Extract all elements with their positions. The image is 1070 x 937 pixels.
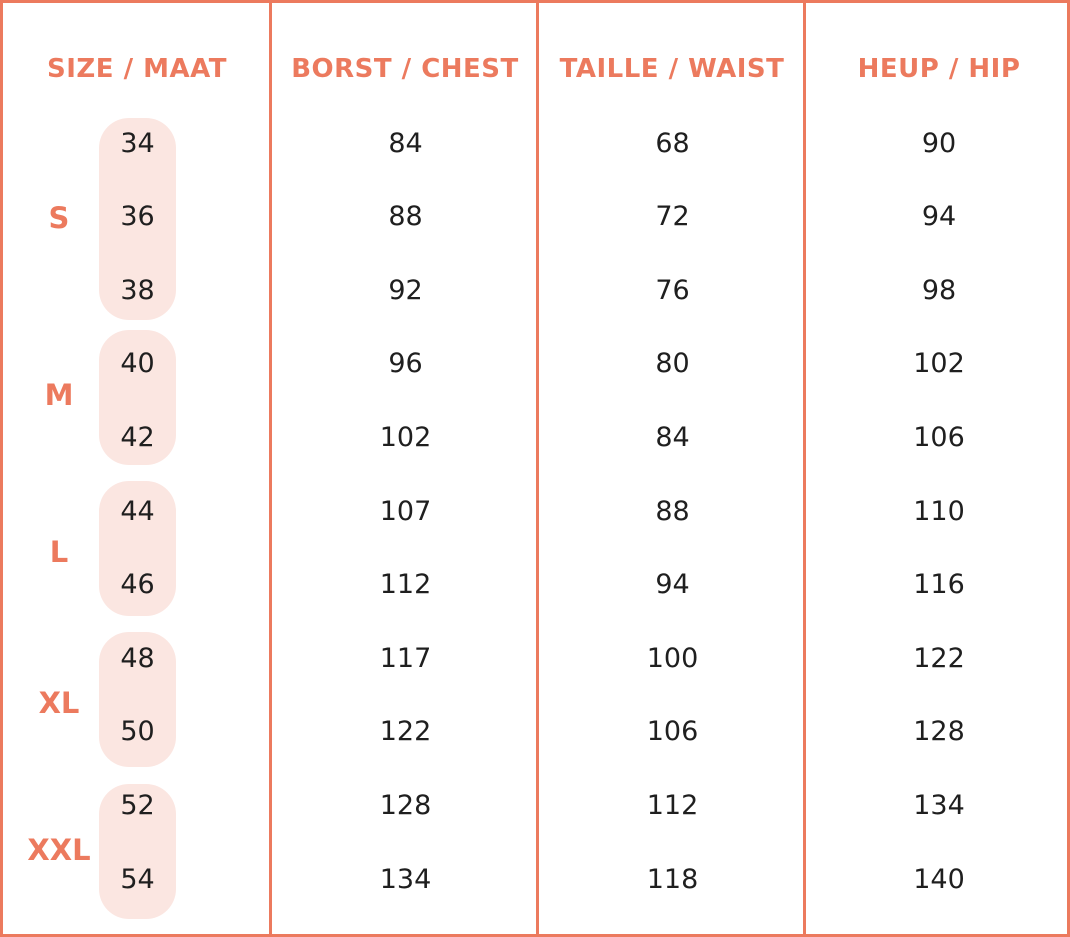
size-cell: 50 (120, 715, 155, 747)
column-divider (269, 3, 272, 934)
waist-cell: 80 (655, 347, 690, 379)
size-group-pill-m (99, 330, 176, 465)
size-cell: 42 (120, 421, 155, 453)
hip-cell: 128 (913, 715, 965, 747)
waist-cell: 100 (646, 642, 699, 674)
chest-cell: 102 (379, 421, 432, 453)
header-chest: BORST / CHEST (291, 54, 519, 84)
waist-cell: 94 (655, 568, 690, 600)
size-group-pill-s (99, 118, 176, 320)
header-hip: HEUP / HIP (857, 54, 1021, 84)
size-cell: 40 (120, 347, 155, 379)
header-waist: TAILLE / WAIST (559, 54, 785, 84)
size-group-label: S (48, 201, 70, 235)
chest-cell: 134 (379, 863, 432, 895)
size-cell: 44 (120, 495, 155, 527)
waist-cell: 76 (655, 274, 690, 306)
size-cell: 54 (120, 863, 155, 895)
waist-cell: 118 (646, 863, 699, 895)
waist-cell: 106 (646, 715, 699, 747)
size-cell: 34 (120, 127, 155, 159)
size-cell: 52 (120, 789, 155, 821)
chest-cell: 96 (388, 347, 423, 379)
chest-cell: 112 (379, 568, 432, 600)
hip-cell: 90 (921, 127, 957, 159)
hip-cell: 122 (913, 642, 965, 674)
size-cell: 46 (120, 568, 155, 600)
size-group-pill-l (99, 481, 176, 616)
header-size: SIZE / MAAT (47, 54, 227, 84)
size-group-label: M (44, 378, 74, 412)
hip-cell: 94 (921, 200, 957, 232)
size-cell: 48 (120, 642, 155, 674)
waist-cell: 112 (646, 789, 699, 821)
waist-cell: 84 (655, 421, 690, 453)
size-group-label: L (49, 535, 69, 569)
hip-cell: 110 (913, 495, 965, 527)
hip-cell: 102 (913, 347, 965, 379)
size-group-label: XXL (27, 833, 91, 867)
column-divider (536, 3, 539, 934)
size-group-label: XL (38, 686, 80, 720)
hip-cell: 106 (913, 421, 965, 453)
chest-cell: 84 (388, 127, 423, 159)
column-divider (803, 3, 806, 934)
size-group-pill-xl (99, 632, 176, 767)
size-cell: 36 (120, 200, 155, 232)
waist-cell: 72 (655, 200, 690, 232)
chest-cell: 92 (388, 274, 423, 306)
size-cell: 38 (120, 274, 155, 306)
chest-cell: 128 (379, 789, 432, 821)
hip-cell: 140 (913, 863, 965, 895)
hip-cell: 116 (913, 568, 965, 600)
chest-cell: 88 (388, 200, 423, 232)
waist-cell: 68 (655, 127, 690, 159)
waist-cell: 88 (655, 495, 690, 527)
hip-cell: 98 (921, 274, 957, 306)
hip-cell: 134 (913, 789, 965, 821)
size-group-pill-xxl (99, 784, 176, 919)
chest-cell: 122 (379, 715, 432, 747)
chest-cell: 107 (379, 495, 432, 527)
chest-cell: 117 (379, 642, 432, 674)
